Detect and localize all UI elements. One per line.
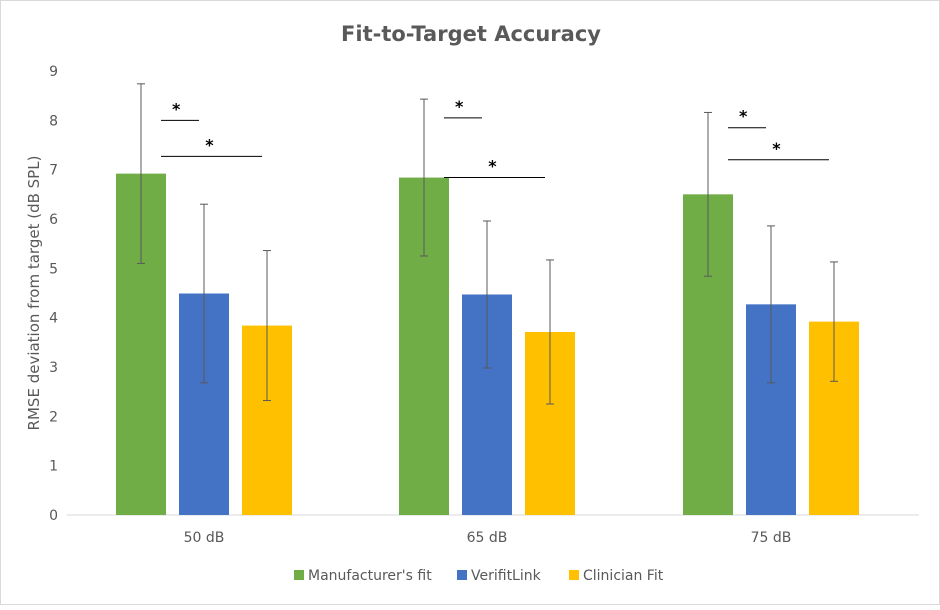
error-bars-group bbox=[137, 83, 838, 405]
error-bar bbox=[483, 220, 491, 369]
significance-star: * bbox=[172, 99, 181, 118]
legend: Manufacturer's fit VerifitLink Clinician F… bbox=[294, 568, 664, 584]
x-tick-label: 50 dB bbox=[184, 530, 225, 546]
significance-star: * bbox=[488, 157, 497, 176]
significance-marker: * bbox=[444, 97, 482, 119]
y-tick-label: 2 bbox=[49, 409, 58, 425]
significance-marker: * bbox=[161, 135, 262, 157]
y-tick-label: 0 bbox=[49, 508, 58, 524]
error-bar bbox=[546, 259, 554, 405]
significance-marker: * bbox=[161, 99, 199, 121]
y-tick-label: 6 bbox=[49, 212, 58, 228]
y-tick-label: 4 bbox=[49, 311, 58, 327]
significance-star: * bbox=[772, 139, 781, 158]
y-tick-label: 8 bbox=[49, 113, 58, 129]
legend-label: VerifitLink bbox=[471, 568, 542, 584]
error-bar bbox=[200, 203, 208, 384]
legend-item: Manufacturer's fit bbox=[294, 568, 432, 584]
x-tick-label: 65 dB bbox=[467, 530, 508, 546]
x-axis-ticks: 50 dB 65 dB 75 dB bbox=[184, 530, 792, 546]
legend-label: Manufacturer's fit bbox=[308, 568, 432, 584]
error-bar bbox=[767, 225, 775, 384]
significance-star: * bbox=[739, 107, 748, 126]
y-axis-ticks: 0 1 2 3 4 5 6 7 8 9 bbox=[49, 64, 58, 524]
significance-group: * * * * * * bbox=[161, 97, 829, 179]
y-tick-label: 1 bbox=[49, 459, 58, 475]
error-bar bbox=[704, 111, 712, 277]
legend-item: VerifitLink bbox=[457, 568, 542, 584]
chart-title: Fit-to-Target Accuracy bbox=[341, 22, 601, 46]
significance-marker: * bbox=[728, 139, 829, 161]
legend-swatch bbox=[294, 570, 304, 580]
legend-item: Clinician Fit bbox=[569, 568, 664, 584]
y-tick-label: 9 bbox=[49, 64, 58, 80]
y-axis-label: RMSE deviation from target (dB SPL) bbox=[25, 156, 43, 431]
legend-label: Clinician Fit bbox=[583, 568, 664, 584]
error-bar bbox=[420, 98, 428, 257]
y-tick-label: 5 bbox=[49, 261, 58, 277]
error-bar bbox=[137, 83, 145, 264]
significance-marker: * bbox=[728, 107, 766, 129]
y-tick-label: 3 bbox=[49, 360, 58, 376]
error-bar bbox=[830, 261, 838, 382]
legend-swatch bbox=[457, 570, 467, 580]
error-bar bbox=[263, 250, 271, 402]
legend-swatch bbox=[569, 570, 579, 580]
significance-marker: * bbox=[444, 157, 545, 179]
y-tick-label: 7 bbox=[49, 163, 58, 179]
significance-star: * bbox=[205, 135, 214, 154]
significance-star: * bbox=[455, 97, 464, 116]
x-tick-label: 75 dB bbox=[751, 530, 792, 546]
